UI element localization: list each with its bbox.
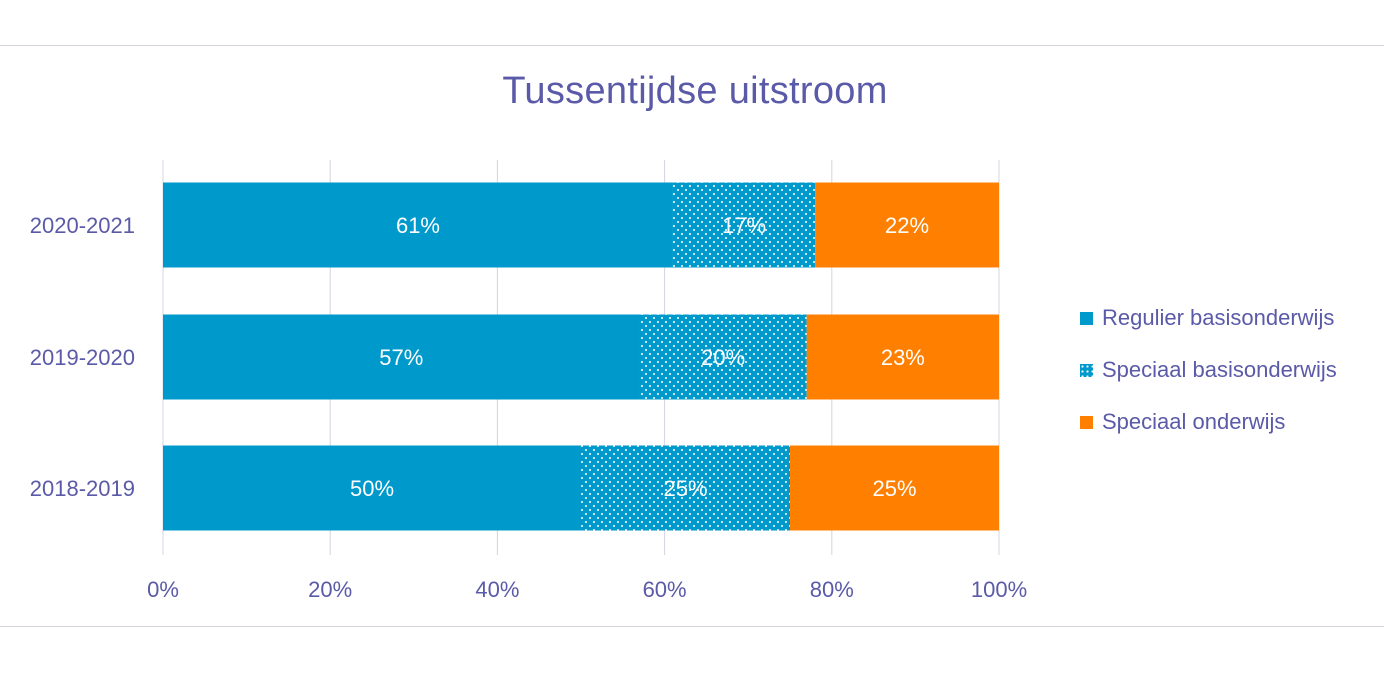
data-label: 57% [379,345,423,370]
x-tick-label: 60% [643,577,687,602]
bar-segment [163,182,673,268]
bar-segment [163,445,581,531]
legend-item: Speciaal onderwijs [1080,409,1337,435]
legend-swatch [1080,415,1093,429]
bar-segment [790,445,999,531]
bottom-divider [0,626,1384,627]
y-category-label: 2019-2020 [30,345,135,370]
bar-segment [639,314,807,400]
axes: 0% 20% 40% 60% 80% 100% 2020-2021 2019-2020 2018… [30,213,1027,602]
legend-item: Regulier basisonderwijs [1080,305,1337,331]
x-tick-label: 20% [308,577,352,602]
data-label: 25% [663,476,707,501]
legend-swatch [1080,311,1093,325]
legend: Regulier basisonderwijs Speciaal basisond… [1080,305,1337,461]
data-labels: 61% 17% 22% 57% 20% 23% 50% 25% 25% [350,213,929,501]
x-tick-label: 0% [147,577,179,602]
data-label: 61% [396,213,440,238]
legend-label: Speciaal basisonderwijs [1102,357,1337,382]
bars [163,182,999,531]
x-tick-label: 40% [475,577,519,602]
y-category-label: 2018-2019 [30,476,135,501]
legend-item: Speciaal basisonderwijs [1080,357,1337,383]
data-label: 23% [881,345,925,370]
data-label: 22% [885,213,929,238]
bar-segment [806,314,999,400]
legend-label: Regulier basisonderwijs [1102,305,1335,330]
bar-segment [672,182,816,268]
y-category-label: 2020-2021 [30,213,135,238]
chart-title: Tussentijdse uitstroom [502,70,888,112]
bar-segment [815,182,999,268]
data-label: 25% [872,476,916,501]
bar-segment [581,445,790,531]
x-tick-label: 80% [810,577,854,602]
bar-segment [163,314,640,400]
legend-label: Speciaal onderwijs [1102,409,1286,434]
data-label: 17% [722,213,766,238]
top-divider [0,45,1384,46]
legend-swatch [1080,363,1093,377]
data-label: 50% [350,476,394,501]
x-tick-label: 100% [971,577,1027,602]
data-label: 20% [701,345,745,370]
